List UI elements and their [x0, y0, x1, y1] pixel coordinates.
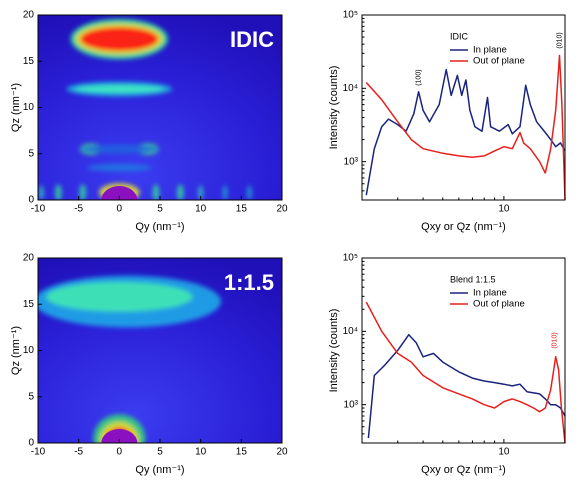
beamstop	[101, 186, 138, 200]
y-tick-label: 10	[23, 345, 35, 356]
plot-frame	[361, 14, 566, 201]
series-line	[365, 301, 566, 444]
annotation: (100)	[415, 69, 422, 85]
x-tick-label: 20	[276, 447, 288, 458]
x-tick-label: 10	[195, 447, 207, 458]
y-tick-label: 10⁴	[343, 83, 358, 94]
x-tick-label: 10	[498, 447, 510, 458]
feature	[222, 185, 228, 200]
annotation: (010)	[552, 332, 559, 348]
y-tick-label: 5	[28, 391, 34, 402]
feature	[46, 282, 193, 312]
legend-label: In plane	[473, 45, 507, 56]
y-tick-label: 0	[28, 195, 34, 206]
x-tick-label: 15	[236, 204, 248, 215]
y-tick-label: 5	[28, 148, 34, 159]
legend-title: Blend 1:1.5	[450, 274, 496, 284]
feature	[247, 185, 252, 200]
feature	[198, 185, 204, 200]
feature	[55, 184, 62, 200]
y-tick-label: 10³	[344, 399, 359, 410]
annotation: (010)	[556, 32, 563, 48]
x-tick-label: 10	[195, 204, 207, 215]
panel-label: IDIC	[230, 27, 274, 52]
y-tick-label: 10	[23, 102, 35, 113]
y-axis-label: Qz (nm⁻¹)	[10, 326, 22, 375]
y-tick-label: 15	[23, 56, 35, 67]
y-tick-label: 15	[23, 299, 35, 310]
feature	[152, 184, 160, 200]
x-tick-label: 5	[157, 204, 163, 215]
feature	[38, 185, 44, 200]
panel: 1:1.5 -10 -5 0 5 10 15 20 0 5 10 15 20 Qy (nm⁻¹) Qz (n…	[10, 253, 288, 476]
y-axis-label: Intensity (counts)	[328, 309, 340, 393]
y-axis-label: Intensity (counts)	[328, 66, 340, 150]
x-tick-label: -5	[74, 204, 83, 215]
x-tick-label: 0	[117, 204, 123, 215]
scattering-image	[38, 15, 282, 200]
x-axis-label: Qxy or Qz (nm⁻¹)	[421, 221, 506, 233]
x-axis-label: Qxy or Qz (nm⁻¹)	[421, 464, 506, 476]
panel-label: 1:1.5	[224, 270, 274, 295]
legend-label: In plane	[473, 288, 507, 299]
x-tick-label: 0	[117, 447, 123, 458]
feature	[177, 184, 184, 200]
scattering-image	[38, 258, 282, 443]
x-axis-label: Qy (nm⁻¹)	[135, 221, 184, 233]
y-tick-label: 20	[23, 253, 35, 264]
y-tick-label: 10⁵	[343, 10, 358, 21]
plot-frame	[361, 257, 566, 444]
y-tick-label: 10⁴	[343, 326, 358, 337]
series-line	[367, 333, 566, 439]
panel: IDIC -10 -5 0 5 10 15 20 0 5 10 15 20 Qy (nm⁻¹) Qz (nm…	[10, 10, 288, 233]
feature	[74, 85, 165, 93]
x-axis-label: Qy (nm⁻¹)	[135, 464, 184, 476]
y-tick-label: 10⁵	[343, 253, 358, 264]
y-axis-label: Qz (nm⁻¹)	[10, 83, 22, 132]
feature	[86, 163, 152, 172]
x-tick-label: -10	[31, 447, 46, 458]
x-tick-label: -5	[74, 447, 83, 458]
features	[38, 18, 252, 200]
legend-label: Out of plane	[473, 299, 525, 310]
y-tick-label: 0	[28, 438, 34, 449]
x-tick-label: 5	[157, 447, 163, 458]
y-tick-label: 10³	[344, 156, 359, 167]
series-line	[365, 68, 566, 196]
legend-label: Out of plane	[473, 56, 525, 67]
y-tick-label: 20	[23, 10, 35, 21]
x-tick-label: 10	[498, 204, 510, 215]
feature	[80, 27, 159, 52]
x-tick-label: 15	[236, 447, 248, 458]
legend-title: IDIC	[450, 31, 469, 41]
x-tick-label: -10	[31, 204, 46, 215]
beamstop	[101, 429, 138, 443]
feature	[78, 144, 160, 154]
series-line	[365, 54, 566, 201]
feature	[79, 184, 86, 200]
x-tick-label: 20	[276, 204, 288, 215]
